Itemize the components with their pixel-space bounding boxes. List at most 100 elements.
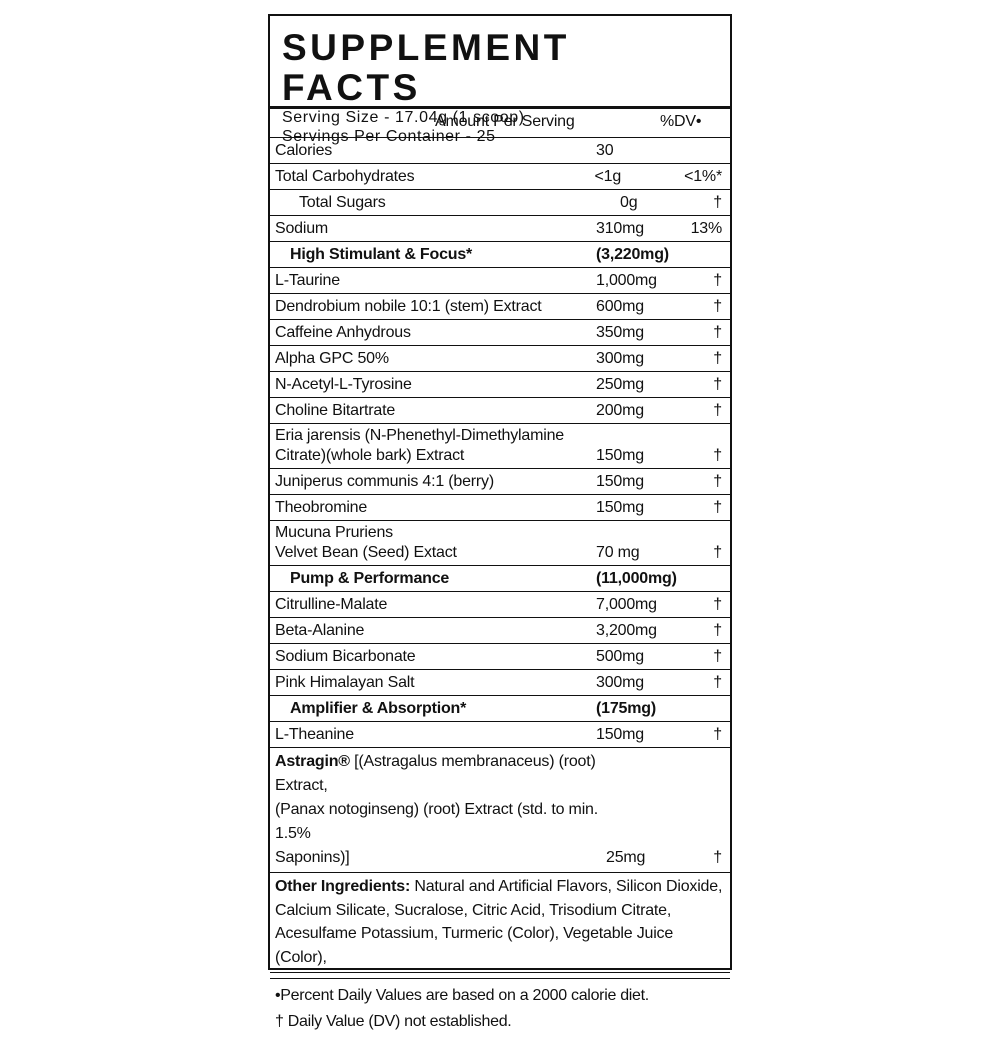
astragin-description: [(Astragalus membranaceus) (root) Extrac…	[275, 753, 596, 794]
item-amount: (3,220mg)	[596, 246, 669, 263]
other-ingredients-text: Natural and Artificial Flavors, Silicon …	[275, 878, 723, 966]
nutrient-row: Calories 30	[270, 138, 730, 164]
item-dv: †	[713, 376, 722, 393]
item-name: Alpha GPC 50%	[275, 350, 389, 367]
item-name: Juniperus communis 4:1 (berry)	[275, 473, 494, 490]
item-dv: †	[713, 499, 722, 516]
item-amount: 0g	[620, 194, 638, 211]
item-name: Astragin® [(Astragalus membranaceus) (ro…	[270, 750, 606, 870]
ingredient-row: L-Taurine 1,000mg †	[270, 268, 730, 294]
item-amount: (175mg)	[596, 700, 656, 717]
item-amount: 150mg	[596, 473, 644, 490]
item-name: Sodium	[275, 220, 329, 237]
item-amount: 250mg	[596, 376, 644, 393]
item-amount: (11,000mg)	[596, 570, 677, 587]
item-name: Total Carbohydrates	[275, 168, 415, 185]
item-amount: 310mg	[596, 220, 644, 237]
item-name-line: Mucuna Pruriens	[275, 524, 393, 541]
item-dv: †	[713, 596, 722, 613]
serving-size: Serving Size - 17.04g (1 scoop)	[282, 109, 525, 126]
blend-row: Amplifier & Absorption* (175mg)	[270, 696, 730, 722]
item-name: Mucuna Pruriens Velvet Bean (Seed) Extact	[270, 523, 596, 563]
footnote: † Daily Value (DV) not established.	[275, 1013, 512, 1030]
item-name: Eria jarensis (N-Phenethyl-Dimethylamine…	[270, 426, 596, 466]
servings-per-container: Servings Per Container - 25	[282, 128, 496, 145]
ingredient-row: L-Theanine 150mg †	[270, 722, 730, 748]
item-dv: †	[713, 447, 722, 464]
item-amount: 500mg	[596, 648, 644, 665]
item-name: Choline Bitartrate	[275, 402, 396, 419]
astragin-row: Astragin® [(Astragalus membranaceus) (ro…	[270, 748, 730, 873]
ingredient-row: Beta-Alanine 3,200mg †	[270, 618, 730, 644]
item-name: Dendrobium nobile 10:1 (stem) Extract	[275, 298, 542, 315]
item-amount: <1g	[594, 168, 622, 185]
ingredient-row: Eria jarensis (N-Phenethyl-Dimethylamine…	[270, 424, 730, 469]
ingredient-row: Pink Himalayan Salt 300mg †	[270, 670, 730, 696]
item-name-line: (Panax notoginseng) (root) Extract (std.…	[275, 798, 606, 846]
item-amount: 7,000mg	[596, 596, 657, 613]
item-name: Caffeine Anhydrous	[275, 324, 411, 341]
item-dv: †	[713, 544, 722, 561]
item-name: L-Theanine	[275, 726, 354, 743]
item-amount: 150mg	[596, 726, 644, 743]
item-name: Beta-Alanine	[275, 622, 365, 639]
supplement-facts-label: SUPPLEMENT FACTS Serving Size - 17.04g (…	[268, 14, 732, 1030]
footnotes: •Percent Daily Values are based on a 200…	[270, 978, 730, 1039]
item-amount: 30	[596, 142, 614, 159]
item-dv: †	[713, 402, 722, 419]
blend-row: Pump & Performance (11,000mg)	[270, 566, 730, 592]
item-amount: 600mg	[596, 298, 644, 315]
item-name: Pump & Performance	[290, 570, 450, 587]
astragin-description: (Panax notoginseng) (root) Extract (std.…	[275, 801, 598, 842]
item-name: Amplifier & Absorption*	[290, 700, 467, 717]
item-amount: 1,000mg	[596, 272, 657, 289]
column-header: Amount Per Serving %DV•	[270, 109, 730, 138]
ingredient-row: Dendrobium nobile 10:1 (stem) Extract 600…	[270, 294, 730, 320]
ingredient-row: Alpha GPC 50% 300mg †	[270, 346, 730, 372]
item-amount: 3,200mg	[596, 622, 657, 639]
item-name: L-Taurine	[275, 272, 340, 289]
item-name-line: Eria jarensis (N-Phenethyl-Dimethylamine	[275, 427, 564, 444]
item-name: Citrulline-Malate	[275, 596, 388, 613]
item-dv: †	[713, 350, 722, 367]
blend-row: High Stimulant & Focus* (3,220mg)	[270, 242, 730, 268]
title: SUPPLEMENT FACTS	[282, 27, 570, 108]
item-amount: 70 mg	[596, 544, 640, 561]
sub-nutrient-row: Total Sugars 0g †	[270, 190, 730, 216]
item-name: Total Sugars	[299, 194, 386, 211]
item-dv: †	[713, 272, 722, 289]
amount-header: Amount Per Serving	[435, 113, 575, 130]
item-name: Calories	[275, 142, 333, 159]
item-name: Theobromine	[275, 499, 368, 516]
item-dv: †	[713, 726, 722, 743]
item-dv: †	[713, 324, 722, 341]
facts-rows: Calories 30 Total Carbohydrates <1g <1%* Tota…	[270, 138, 730, 1039]
ingredient-row: Juniperus communis 4:1 (berry) 150mg †	[270, 469, 730, 495]
ingredient-row: Mucuna Pruriens Velvet Bean (Seed) Extact…	[270, 521, 730, 566]
item-name: N-Acetyl-L-Tyrosine	[275, 376, 412, 393]
item-name-line: Velvet Bean (Seed) Extact	[275, 544, 457, 561]
ingredient-row: Caffeine Anhydrous 350mg †	[270, 320, 730, 346]
nutrient-row: Sodium 310mg 13%	[270, 216, 730, 242]
item-name: High Stimulant & Focus*	[290, 246, 473, 263]
item-dv: <1%*	[684, 168, 722, 185]
item-dv: †	[713, 473, 722, 490]
item-amount: 150mg	[596, 447, 644, 464]
ingredient-row: N-Acetyl-L-Tyrosine 250mg †	[270, 372, 730, 398]
ingredient-row: Sodium Bicarbonate 500mg †	[270, 644, 730, 670]
item-name-line: Astragin® [(Astragalus membranaceus) (ro…	[275, 750, 606, 798]
item-dv: †	[713, 298, 722, 315]
item-dv: †	[713, 648, 722, 665]
ingredient-row: Choline Bitartrate 200mg †	[270, 398, 730, 424]
item-name: Sodium Bicarbonate	[275, 648, 416, 665]
astragin-description: Saponins)]	[275, 849, 350, 866]
astragin-name: Astragin®	[275, 753, 350, 770]
item-name-line: Saponins)]	[275, 846, 606, 870]
item-amount: 350mg	[596, 324, 644, 341]
nutrient-row: Total Carbohydrates <1g <1%*	[270, 164, 730, 190]
ingredient-row: Citrulline-Malate 7,000mg †	[270, 592, 730, 618]
other-ingredients: Other Ingredients: Natural and Artificia…	[270, 873, 730, 973]
item-dv: †	[713, 622, 722, 639]
label-header: SUPPLEMENT FACTS Serving Size - 17.04g (…	[270, 16, 730, 145]
dv-header: %DV•	[660, 113, 702, 130]
